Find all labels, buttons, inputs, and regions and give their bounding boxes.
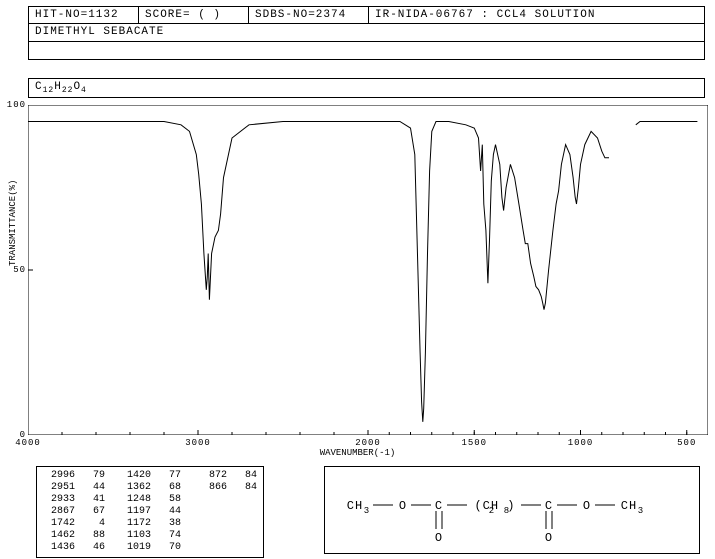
chart-area <box>28 105 708 435</box>
peak-row: 295144 <box>43 482 105 494</box>
y-tick: 100 <box>6 100 26 110</box>
svg-text:3: 3 <box>364 506 370 516</box>
peak-row: 119744 <box>119 506 181 518</box>
peak-row: 143646 <box>43 542 105 554</box>
svg-text:2: 2 <box>489 506 495 516</box>
x-tick: 1000 <box>568 438 594 448</box>
x-axis-label: WAVENUMBER(-1) <box>320 448 396 458</box>
peak-row: 299679 <box>43 470 105 482</box>
formula: C12H22O4 <box>35 81 87 93</box>
structure-box: CH3OCO(CH )28COOCH3 <box>324 466 700 554</box>
svg-text:8: 8 <box>504 506 510 516</box>
peak-col: 2996792951442933412867671742414628814364… <box>43 470 105 554</box>
peak-row: 117238 <box>119 518 181 530</box>
x-tick: 3000 <box>185 438 211 448</box>
compound-name-row: DIMETHYL SEBACATE <box>28 24 705 42</box>
sdbs-no-cell: SDBS-NO=2374 <box>249 7 369 23</box>
blank-row <box>28 42 705 60</box>
hit-no-cell: HIT-NO=1132 <box>29 7 139 23</box>
svg-text:O: O <box>545 531 553 545</box>
peak-row: 124858 <box>119 494 181 506</box>
peak-row: 142077 <box>119 470 181 482</box>
peak-row: 136268 <box>119 482 181 494</box>
peak-row: 146288 <box>43 530 105 542</box>
structure-diagram: CH3OCO(CH )28COOCH3 <box>325 467 699 553</box>
x-tick: 4000 <box>15 438 41 448</box>
peak-col: 8728486684 <box>195 470 257 554</box>
svg-text:C: C <box>545 499 553 513</box>
ir-info-cell: IR-NIDA-06767 : CCL4 SOLUTION <box>369 7 704 23</box>
y-tick: 50 <box>6 265 26 275</box>
header-row: HIT-NO=1132 SCORE= ( ) SDBS-NO=2374 IR-N… <box>28 6 705 24</box>
peak-row: 86684 <box>195 482 257 494</box>
x-tick: 500 <box>677 438 696 448</box>
svg-text:O: O <box>399 499 407 513</box>
bottom-section: 2996792951442933412867671742414628814364… <box>36 466 700 558</box>
peak-row: 286767 <box>43 506 105 518</box>
spectrum-chart <box>28 105 708 435</box>
peak-row: 87284 <box>195 470 257 482</box>
peak-row: 17424 <box>43 518 105 530</box>
peak-row: 110374 <box>119 530 181 542</box>
peak-row: 293341 <box>43 494 105 506</box>
score-cell: SCORE= ( ) <box>139 7 249 23</box>
y-axis-label: TRANSMITTANCE(%) <box>8 180 18 266</box>
peak-col: 1420771362681248581197441172381103741019… <box>119 470 181 554</box>
peak-table: 2996792951442933412867671742414628814364… <box>36 466 264 558</box>
svg-text:O: O <box>435 531 443 545</box>
formula-row: C12H22O4 <box>28 78 705 98</box>
x-tick: 2000 <box>355 438 381 448</box>
svg-text:O: O <box>583 499 591 513</box>
svg-text:CH: CH <box>621 499 637 513</box>
x-tick: 1500 <box>461 438 487 448</box>
svg-text:3: 3 <box>638 506 644 516</box>
svg-text:C: C <box>435 499 443 513</box>
svg-text:CH: CH <box>347 499 363 513</box>
peak-row: 101970 <box>119 542 181 554</box>
